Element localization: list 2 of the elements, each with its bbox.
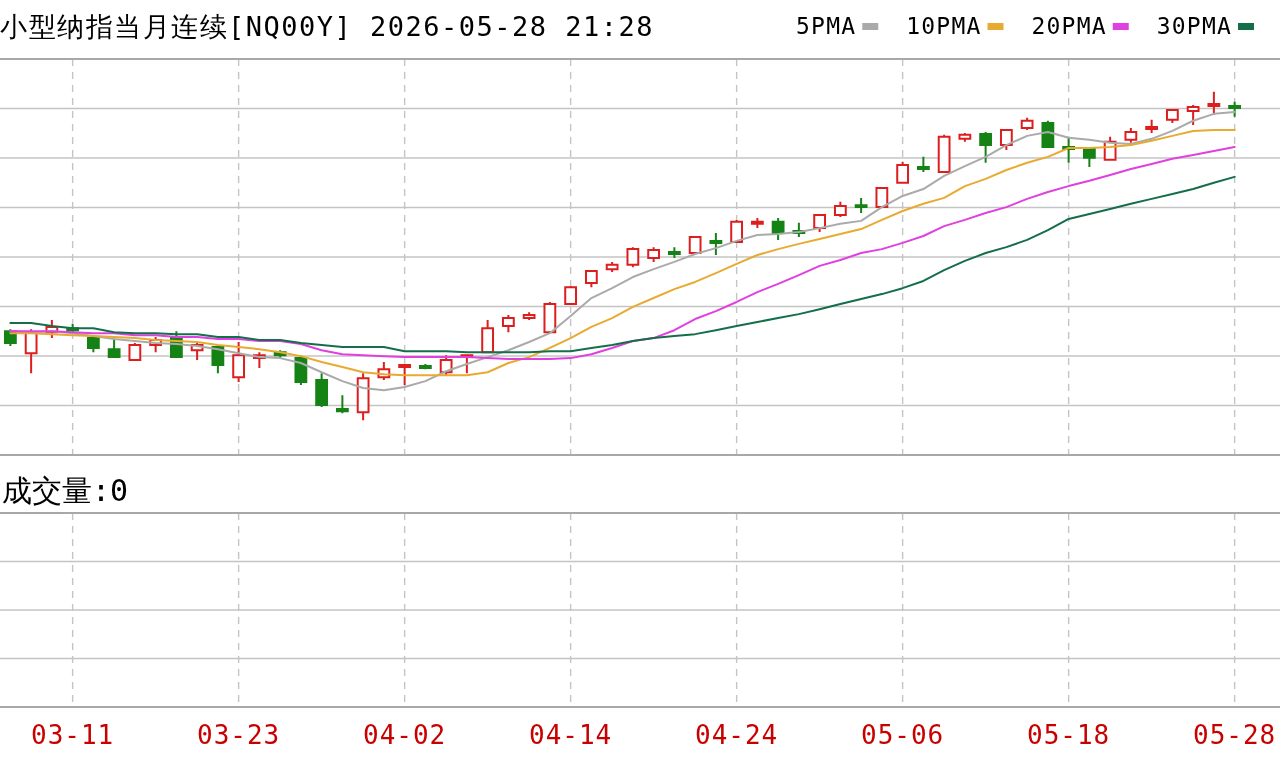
- annotation: 成交量:0: [2, 473, 129, 508]
- title: 小型纳指当月连续[NQ00Y] 2026-05-28 21:28: [0, 11, 655, 42]
